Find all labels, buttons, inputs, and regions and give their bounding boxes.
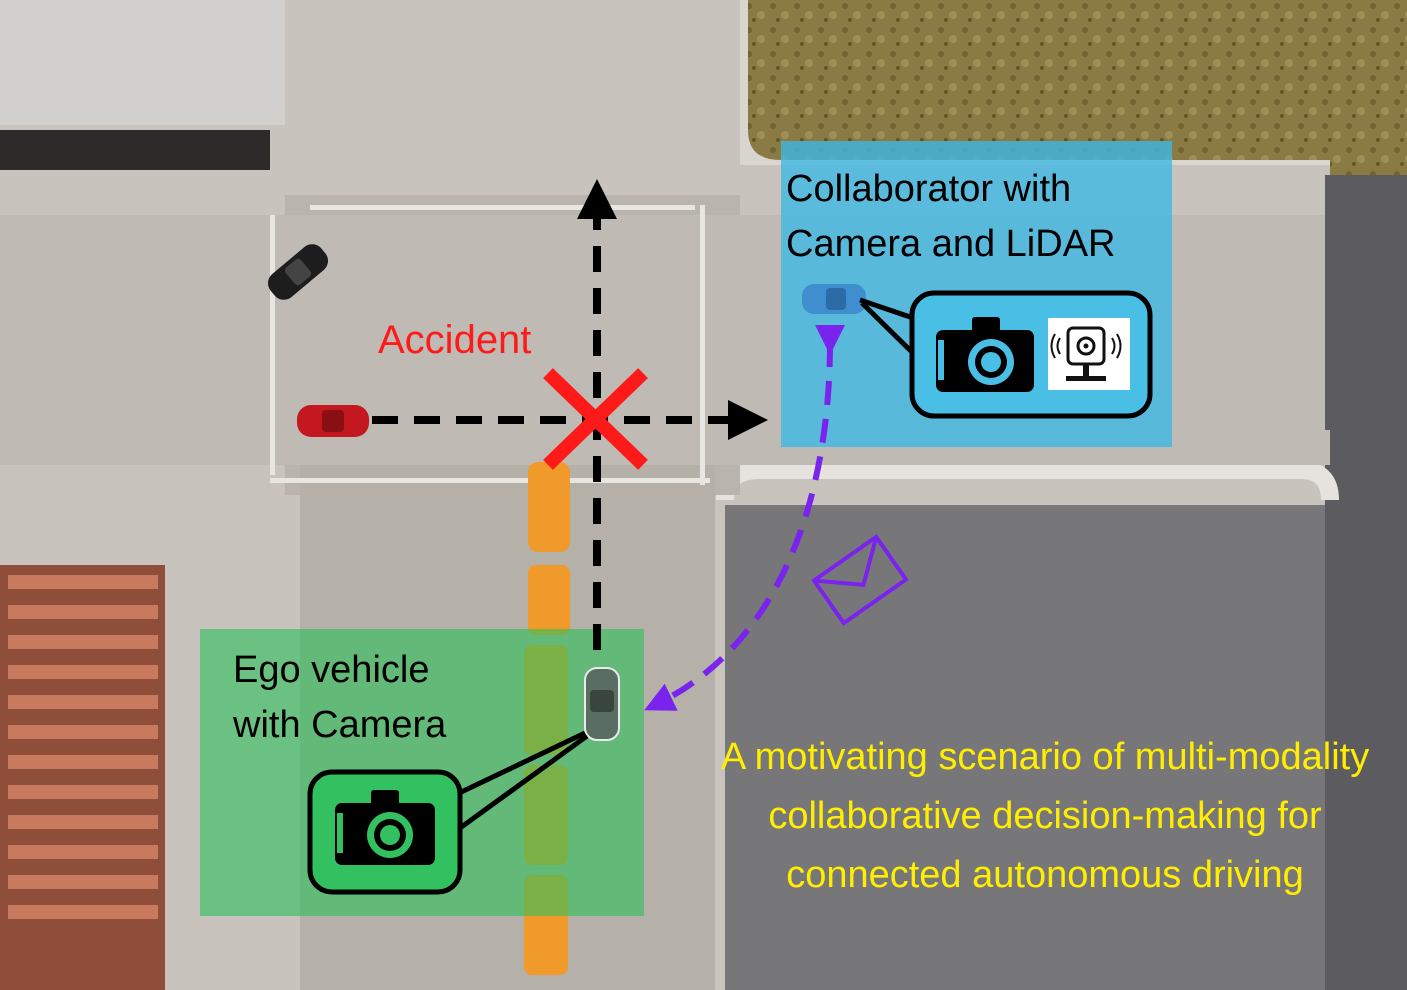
accident-cross-icon	[543, 368, 648, 470]
collaborator-label: Collaborator with Camera and LiDAR	[786, 162, 1115, 272]
communication-arrow	[644, 324, 846, 711]
ego-vehicle	[584, 667, 620, 741]
accident-label: Accident	[378, 318, 532, 362]
scenario-caption: A motivating scenario of multi-modality …	[720, 736, 1370, 896]
plaza	[725, 505, 1325, 990]
ego-label-line1: Ego vehicle	[233, 649, 430, 691]
collaborator-sensor-bubble	[859, 290, 1153, 419]
envelope-icon	[811, 534, 909, 626]
collaborator-label-line1: Collaborator with	[786, 168, 1072, 210]
grass-area	[748, 0, 1407, 215]
camera-icon	[936, 317, 1034, 392]
building-bottom-left	[0, 565, 165, 990]
camera-icon	[335, 790, 435, 865]
building-right	[1325, 175, 1407, 990]
ego-sensor-bubble	[307, 730, 589, 895]
ego-label-line2: with Camera	[233, 704, 447, 746]
collaborator-vehicle	[802, 284, 866, 314]
red-car	[297, 405, 369, 437]
ego-label: Ego vehicle with Camera	[233, 643, 446, 753]
collaborator-label-line2: Camera and LiDAR	[786, 223, 1116, 265]
lidar-icon	[1048, 318, 1130, 390]
black-car	[267, 244, 329, 300]
